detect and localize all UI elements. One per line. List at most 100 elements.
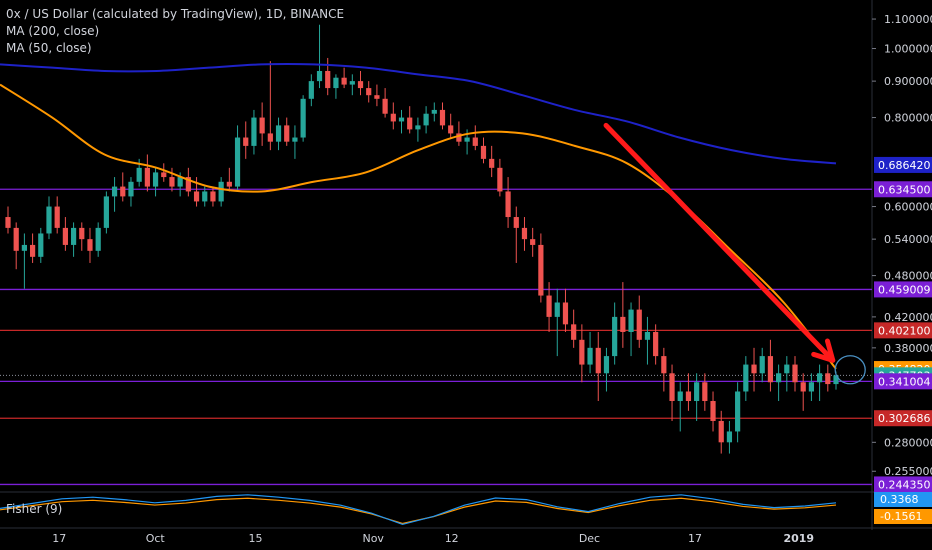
fisher-trigger-line [0, 497, 837, 525]
candle-body [398, 117, 405, 122]
candle-body [308, 81, 314, 99]
fisher-badge [874, 492, 932, 507]
candle-body [587, 347, 593, 365]
candle-body [571, 324, 577, 340]
candle-body [357, 81, 364, 89]
y-tick-label: 0.600000 [884, 201, 932, 214]
x-tick-label: Nov [362, 532, 384, 545]
candle-body [390, 113, 396, 122]
y-tick-label: 0.900000 [884, 75, 932, 88]
candle-body [284, 125, 290, 142]
candle-body [653, 331, 659, 357]
y-tick-label: 0.420000 [884, 311, 932, 324]
candle-body [70, 227, 77, 245]
candle-body [218, 181, 224, 202]
candle-body [103, 196, 109, 228]
trend-arrow-shaft [603, 122, 836, 363]
x-tick-label: 17 [688, 532, 702, 545]
candle-body [439, 109, 446, 126]
candle-body [13, 227, 19, 251]
price-badge-label: 0.686420 [878, 159, 931, 172]
trend-arrow-head [811, 338, 836, 363]
candle-body [185, 177, 191, 192]
candle-body [226, 181, 232, 187]
candle-body [267, 133, 273, 142]
chart-legend: 0x / US Dollar (calculated by TradingVie… [6, 6, 344, 57]
candle-body [694, 382, 700, 402]
candle-body [333, 77, 339, 89]
price-badge-label: 0.402100 [878, 324, 931, 337]
candle-body [136, 167, 142, 182]
candle-body [79, 227, 85, 240]
candle-body [325, 70, 331, 89]
price-badge [874, 281, 932, 298]
candle-body [644, 331, 651, 340]
candle-body [144, 167, 150, 187]
trigger-badge [874, 509, 932, 524]
candle-body [677, 391, 683, 402]
candle-body [374, 95, 380, 99]
candle-body [513, 217, 519, 228]
candle-body [661, 356, 667, 374]
y-tick-label: 0.380000 [884, 342, 932, 355]
candle-body [292, 137, 298, 142]
candle-body [792, 364, 798, 383]
candle-body [743, 364, 749, 392]
candle-body [456, 133, 462, 142]
x-tick-label: 17 [52, 532, 66, 545]
price-badge [874, 373, 932, 390]
price-badge [874, 410, 932, 427]
candle-body [169, 177, 175, 187]
candle-body [497, 167, 503, 192]
candle-body [735, 391, 741, 432]
price-badge-label: 0.341004 [878, 375, 931, 388]
symbol-title: 0x / US Dollar (calculated by TradingVie… [6, 7, 345, 21]
price-badge [874, 181, 932, 198]
candle-body [817, 373, 823, 383]
candle-body [669, 373, 675, 402]
trigger-value: -0.1561 [880, 510, 922, 523]
candle-body [275, 125, 282, 142]
candle-body [21, 244, 27, 251]
fisher-line [0, 494, 837, 526]
candle-body [210, 191, 216, 202]
candle-body [423, 113, 429, 126]
candle-body [120, 186, 126, 197]
candle-body [800, 382, 806, 392]
candle-body [718, 420, 724, 443]
ma50-label: MA (50, close) [6, 41, 92, 55]
candle-body [546, 295, 552, 317]
x-tick-label: 15 [248, 532, 262, 545]
x-tick-label: Oct [146, 532, 166, 545]
candle-body [579, 339, 585, 365]
candle-body [62, 227, 68, 245]
candle-body [161, 172, 167, 178]
y-tick-label: 1.000000 [884, 43, 932, 56]
candle-body [366, 88, 372, 96]
candle-body [710, 401, 716, 421]
price-badge [874, 156, 932, 173]
candle-body [603, 356, 610, 374]
candle-body [448, 125, 454, 134]
candle-body [776, 373, 782, 383]
candle-body [685, 391, 692, 402]
price-badge [874, 476, 932, 493]
y-tick-label: 1.100000 [884, 13, 932, 26]
price-badge [874, 322, 932, 339]
candle-body [46, 206, 52, 234]
candle-body [530, 239, 536, 245]
y-tick-label: 0.540000 [884, 233, 932, 246]
price-badge-label: 0.634500 [878, 183, 931, 196]
candle-body [472, 137, 478, 146]
candle-body [251, 117, 257, 146]
candle-body [407, 117, 413, 130]
candle-body [316, 70, 323, 82]
price-badge-label: 0.302686 [878, 412, 931, 425]
x-tick-label: 2019 [783, 532, 814, 545]
candle-body [726, 431, 733, 443]
candle-body [480, 145, 487, 159]
candle-body [177, 177, 183, 187]
y-tick-label: 0.480000 [884, 270, 932, 283]
candle-body [234, 137, 241, 187]
